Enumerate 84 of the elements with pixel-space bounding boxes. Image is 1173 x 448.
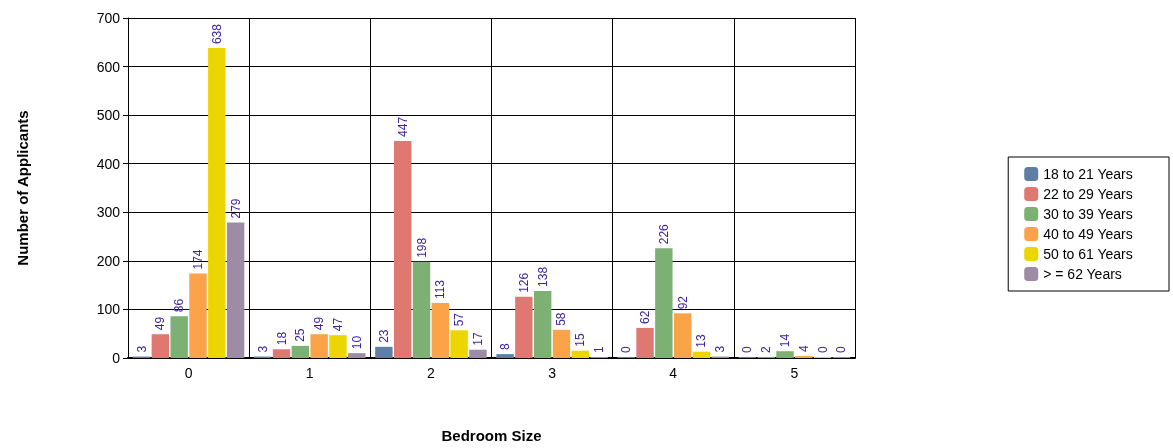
legend-label: 40 to 49 Years — [1043, 226, 1133, 242]
bar — [496, 354, 514, 358]
data-label: 49 — [153, 316, 168, 331]
data-label: 13 — [694, 334, 709, 348]
legend-label: 50 to 61 Years — [1043, 246, 1133, 262]
bar — [208, 48, 226, 358]
bar — [469, 349, 487, 358]
x-tick-label: 0 — [184, 365, 193, 381]
data-label: 92 — [675, 295, 690, 310]
y-tick-label: 0 — [112, 350, 121, 366]
data-label: 638 — [209, 23, 224, 45]
bar — [571, 350, 590, 358]
legend-label: 30 to 39 Years — [1043, 206, 1133, 222]
data-label: 10 — [349, 335, 364, 350]
bar — [636, 327, 654, 358]
data-label: 0 — [834, 346, 849, 353]
bar — [375, 346, 393, 358]
bar — [189, 273, 207, 358]
y-tick-label: 100 — [96, 301, 121, 318]
x-tick-label: 3 — [548, 365, 557, 381]
data-label: 226 — [656, 223, 671, 245]
data-label: 2 — [759, 346, 774, 353]
y-tick-label: 600 — [96, 58, 121, 75]
data-label: 3 — [134, 345, 149, 353]
data-label: 113 — [433, 279, 448, 300]
data-label: 198 — [414, 237, 429, 258]
bar — [450, 330, 468, 358]
bar — [226, 222, 245, 358]
data-label: 15 — [573, 333, 588, 347]
legend-label: > = 62 Years — [1043, 266, 1122, 282]
x-tick-label: 4 — [669, 365, 678, 381]
data-label: 279 — [228, 198, 243, 219]
y-tick-label: 500 — [96, 107, 121, 124]
y-tick-label: 700 — [96, 10, 121, 26]
bar — [673, 313, 692, 358]
data-label: 0 — [815, 346, 830, 353]
data-label: 49 — [312, 316, 327, 331]
bar — [776, 351, 794, 358]
x-tick-label: 5 — [790, 365, 799, 381]
data-label: 17 — [470, 332, 485, 346]
legend-label: 22 to 29 Years — [1043, 186, 1133, 202]
bar — [272, 349, 291, 358]
bar — [692, 351, 711, 358]
bar — [515, 296, 533, 358]
bar — [552, 329, 571, 358]
data-label: 8 — [498, 343, 513, 351]
data-label: 4 — [796, 345, 811, 353]
data-label: 47 — [330, 317, 345, 332]
data-label: 58 — [554, 312, 569, 326]
data-label: 3 — [713, 345, 728, 353]
bar — [291, 345, 310, 358]
data-label: 3 — [255, 345, 270, 353]
bar — [329, 335, 347, 358]
data-label: 62 — [638, 310, 653, 324]
bar — [170, 316, 188, 358]
bar — [431, 303, 450, 358]
y-axis-title: Number of Applicants — [14, 110, 31, 266]
data-label: 25 — [293, 328, 308, 342]
bar — [348, 353, 366, 358]
data-label: 86 — [172, 298, 187, 313]
data-label: 138 — [535, 266, 550, 287]
x-tick-label: 1 — [305, 365, 314, 381]
bar — [655, 248, 673, 358]
data-label: 174 — [190, 249, 205, 270]
data-label: 1 — [592, 346, 607, 353]
bar — [533, 290, 552, 358]
y-tick-label: 400 — [96, 155, 121, 172]
y-tick-label: 200 — [96, 252, 121, 269]
data-label: 23 — [376, 329, 391, 343]
bar — [393, 140, 412, 358]
x-tick-label: 2 — [427, 365, 436, 381]
data-label: 14 — [778, 333, 793, 348]
bar — [151, 334, 170, 358]
bar — [310, 334, 328, 358]
data-label: 0 — [740, 346, 755, 353]
x-axis-title: Bedroom Size — [441, 427, 542, 444]
data-label: 57 — [452, 312, 467, 327]
y-tick-label: 300 — [96, 204, 121, 221]
legend-label: 18 to 21 Years — [1043, 166, 1133, 182]
data-label: 18 — [274, 331, 289, 346]
data-label: 447 — [395, 116, 410, 137]
bar — [412, 261, 431, 358]
data-label: 0 — [619, 346, 634, 353]
data-label: 126 — [516, 272, 531, 293]
